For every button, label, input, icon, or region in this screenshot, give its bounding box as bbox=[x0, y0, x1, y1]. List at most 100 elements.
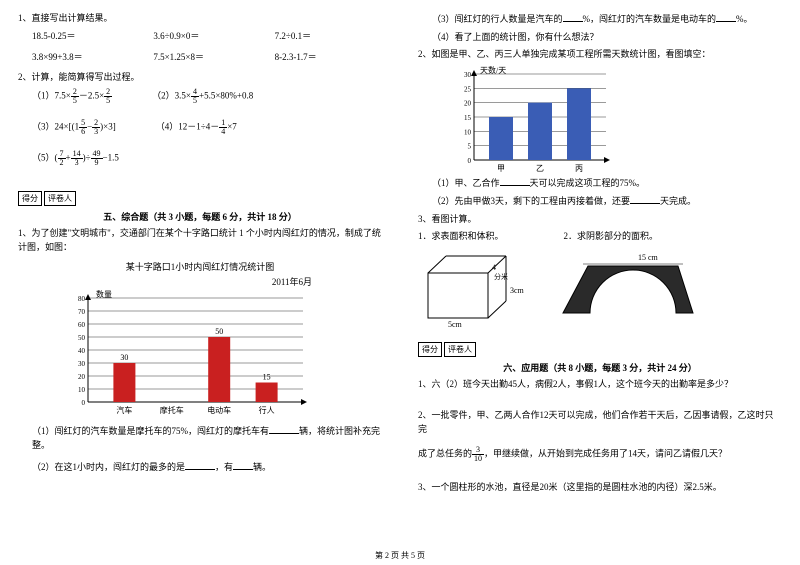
txt: −1.5 bbox=[103, 153, 119, 163]
svg-text:15: 15 bbox=[263, 373, 271, 382]
s5-q1-3: （3）闯红灯的行人数量是汽车的%，闯红灯的汽车数量是电动车的%。 bbox=[418, 12, 782, 27]
txt: %。 bbox=[736, 14, 753, 24]
svg-text:50: 50 bbox=[215, 327, 223, 336]
svg-text:摩托车: 摩托车 bbox=[160, 405, 184, 415]
den: 5 bbox=[71, 97, 79, 105]
den: 5 bbox=[104, 97, 112, 105]
den: 9 bbox=[91, 159, 103, 167]
q2-d: （4）12－1÷4－14×7 bbox=[156, 119, 237, 136]
blank[interactable] bbox=[630, 194, 660, 204]
txt: ，甲继续做，从开始到完成任务用了14天，请问乙请假几天？ bbox=[484, 449, 727, 459]
txt: （1）甲、乙合作 bbox=[432, 178, 500, 188]
q2-row1: （1）7.5×25－2.5×25 （2）3.5×45+5.5×80%+0.8 bbox=[18, 88, 382, 105]
s5-q1-2: （2）在这1小时内，闯红灯的最多的是，有辆。 bbox=[18, 460, 382, 475]
s5-q2: 2、如图是甲、乙、丙三人单独完成某项工程所需天数统计图，看图填空： bbox=[418, 48, 782, 62]
txt: +5.5×80%+0.8 bbox=[199, 91, 253, 101]
svg-text:25: 25 bbox=[464, 85, 472, 93]
den: 10 bbox=[472, 455, 484, 463]
den: 6 bbox=[79, 128, 87, 136]
txt: 成了总任务的 bbox=[418, 449, 472, 459]
geo-figures: 4 分米 3cm 5cm 15 cm bbox=[418, 248, 782, 328]
arch-figure: 15 cm bbox=[558, 248, 698, 328]
blank[interactable] bbox=[500, 176, 530, 186]
frac: 56 bbox=[79, 119, 87, 136]
svg-text:0: 0 bbox=[468, 157, 472, 165]
section5-title: 五、综合题（共 3 小题，每题 6 分，共计 18 分） bbox=[18, 210, 382, 223]
blank[interactable] bbox=[716, 12, 736, 22]
blank[interactable] bbox=[269, 424, 299, 434]
svg-text:50: 50 bbox=[78, 334, 86, 342]
txt: 天可以完成这项工程的75%。 bbox=[530, 178, 646, 188]
den: 3 bbox=[92, 128, 100, 136]
svg-text:甲: 甲 bbox=[497, 164, 505, 173]
svg-text:数量: 数量 bbox=[96, 290, 112, 299]
svg-text:乙: 乙 bbox=[536, 164, 544, 173]
frac: 143 bbox=[71, 150, 83, 167]
txt: （3）闯红灯的行人数量是汽车的 bbox=[432, 14, 563, 24]
svg-text:30: 30 bbox=[464, 71, 472, 79]
svg-text:70: 70 bbox=[78, 308, 86, 316]
section5-header: 得分评卷人 bbox=[18, 191, 382, 206]
frac: 72 bbox=[58, 150, 66, 167]
txt: （1）7.5× bbox=[32, 91, 71, 101]
svg-text:10: 10 bbox=[78, 386, 86, 394]
q1-row1: 18.5-0.25＝ 3.6÷0.9×0＝ 7.2÷0.1＝ bbox=[18, 30, 382, 44]
frac: 499 bbox=[91, 150, 103, 167]
score-box: 评卷人 bbox=[444, 342, 476, 357]
txt: （2） bbox=[152, 91, 175, 101]
txt: （5）( bbox=[32, 153, 58, 163]
txt: （1）闯红灯的汽车数量是摩托车的75%，闯红灯的摩托车有 bbox=[32, 426, 269, 436]
den: 2 bbox=[58, 159, 66, 167]
blank[interactable] bbox=[233, 460, 253, 470]
txt: ，有 bbox=[215, 462, 233, 472]
arch-w: 15 cm bbox=[638, 253, 659, 262]
svg-text:汽车: 汽车 bbox=[116, 405, 132, 415]
s5-q3-sub: 1．求表面积和体积。 2．求阴影部分的面积。 bbox=[418, 230, 782, 244]
txt: ×7 bbox=[227, 122, 237, 132]
s6-q3: 3、一个圆柱形的水池，直径是20米（这里指的是圆柱水池的内径）深2.5米。 bbox=[418, 481, 782, 495]
txt: 3.5× bbox=[175, 91, 191, 101]
s6-q2a: 2、一批零件，甲、乙两人合作12天可以完成，他们合作若干天后，乙因事请假，乙这时… bbox=[418, 409, 782, 436]
s5-q1-1: （1）闯红灯的汽车数量是摩托车的75%，闯红灯的摩托车有辆，将统计图补充完整。 bbox=[18, 424, 382, 452]
s5-q2-2: （2）先由甲做3天，剩下的工程由丙接着做，还要天完成。 bbox=[418, 194, 782, 209]
den: 4 bbox=[219, 128, 227, 136]
svg-text:电动车: 电动车 bbox=[207, 405, 231, 415]
q2-a: （1）7.5×25－2.5×25 bbox=[32, 88, 112, 105]
chart2: 天数/天051015202530甲乙丙 bbox=[448, 66, 618, 176]
svg-text:60: 60 bbox=[78, 321, 86, 329]
txt: 1．求表面积和体积。 bbox=[418, 230, 504, 244]
section6-title: 六、应用题（共 8 小题，每题 3 分，共计 24 分） bbox=[418, 361, 782, 374]
q2-c: （3）24×[(156−23)×3] bbox=[32, 119, 116, 136]
txt: （3） bbox=[32, 122, 55, 132]
s5-q1-4: （4）看了上面的统计图，你有什么想法？ bbox=[418, 31, 782, 45]
s5-q3: 3、看图计算。 bbox=[418, 213, 782, 227]
frac: 23 bbox=[92, 119, 100, 136]
s5-q2-1: （1）甲、乙合作 天可以完成这项工程的75%。 bbox=[418, 176, 782, 191]
blank[interactable] bbox=[563, 12, 583, 22]
den: 3 bbox=[71, 159, 83, 167]
chart1: 数量0102030405060708030汽车摩托车50电动车15行人 bbox=[58, 290, 318, 420]
score-box: 得分 bbox=[418, 342, 442, 357]
svg-text:15: 15 bbox=[464, 114, 472, 122]
score-box: 得分 bbox=[18, 191, 42, 206]
cube-figure: 4 分米 3cm 5cm bbox=[418, 248, 528, 328]
txt: （2）先由甲做3天，剩下的工程由丙接着做，还要 bbox=[432, 196, 630, 206]
svg-text:丙: 丙 bbox=[575, 164, 583, 173]
cube-d: 3cm bbox=[510, 286, 525, 295]
cube-h: 4 bbox=[492, 263, 496, 272]
cube-w: 5cm bbox=[448, 320, 463, 328]
frac: 25 bbox=[104, 88, 112, 105]
svg-text:行人: 行人 bbox=[259, 405, 275, 415]
chart1-title: 某十字路口1小时内闯红灯情况统计图 bbox=[18, 260, 382, 273]
blank[interactable] bbox=[185, 460, 215, 470]
q1-row2: 3.8×99+3.8＝ 7.5×1.25×8＝ 8-2.3-1.7＝ bbox=[18, 51, 382, 65]
eq: 7.2÷0.1＝ bbox=[275, 30, 382, 44]
den: 5 bbox=[191, 97, 199, 105]
txt: （2）在这1小时内，闯红灯的最多的是 bbox=[32, 462, 185, 472]
q2-row2: （3）24×[(156−23)×3] （4）12－1÷4－14×7 bbox=[18, 119, 382, 136]
svg-text:30: 30 bbox=[120, 353, 128, 362]
eq: 8-2.3-1.7＝ bbox=[275, 51, 382, 65]
section6-header: 得分评卷人 bbox=[418, 342, 782, 357]
txt: 2．求阴影部分的面积。 bbox=[564, 230, 659, 244]
s5-q1: 1、为了创建"文明城市"，交通部门在某个十字路口统计 1 个小时内闯红灯的情况，… bbox=[18, 227, 382, 254]
